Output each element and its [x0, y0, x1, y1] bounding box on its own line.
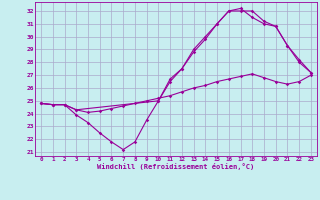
X-axis label: Windchill (Refroidissement éolien,°C): Windchill (Refroidissement éolien,°C) [97, 163, 255, 170]
